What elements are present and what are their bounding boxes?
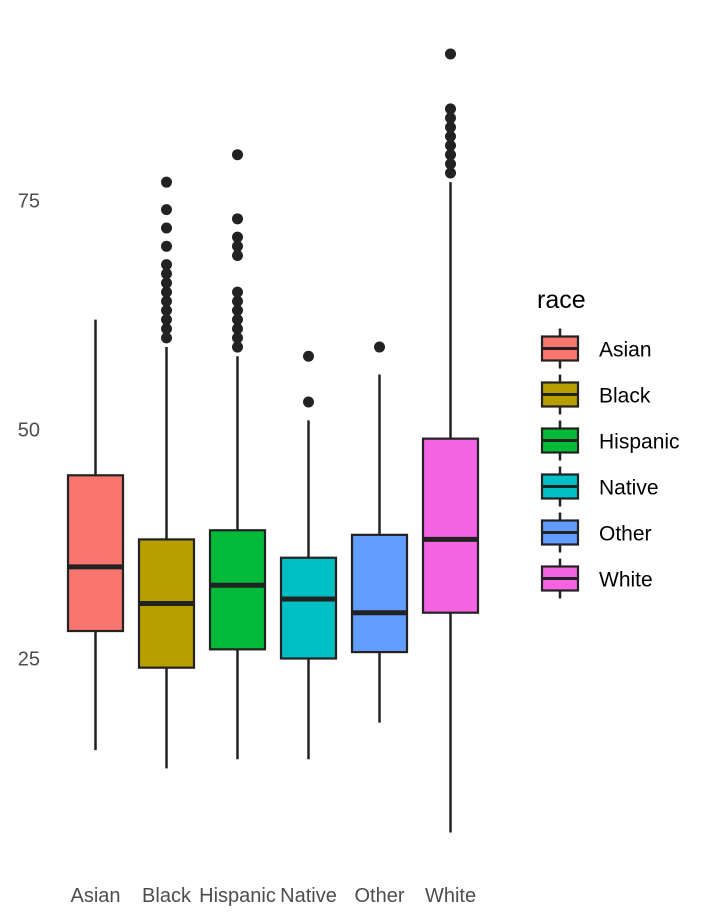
x-tick-label: Asian bbox=[70, 885, 120, 907]
outlier-point bbox=[232, 149, 243, 161]
outlier-point bbox=[445, 167, 456, 179]
outlier-point bbox=[445, 121, 456, 133]
outlier-point bbox=[161, 295, 172, 307]
legend-item-other: Other bbox=[540, 512, 652, 553]
iqr-box bbox=[279, 556, 338, 660]
iqr-box bbox=[208, 529, 267, 651]
legend-item-white: White bbox=[540, 558, 653, 599]
outlier-point bbox=[445, 48, 456, 60]
outlier-point bbox=[232, 304, 243, 316]
legend-item-black: Black bbox=[540, 374, 651, 415]
x-tick-label: Other bbox=[354, 885, 404, 907]
outlier-point bbox=[232, 240, 243, 252]
legend-title: race bbox=[537, 286, 586, 314]
legend-label: Other bbox=[599, 523, 652, 546]
box-white bbox=[421, 48, 480, 833]
outlier-point bbox=[232, 231, 243, 243]
outlier-point bbox=[374, 341, 385, 353]
outlier-point bbox=[161, 304, 172, 316]
x-tick-label: Black bbox=[142, 885, 192, 907]
iqr-box bbox=[350, 533, 409, 654]
boxes bbox=[66, 48, 480, 833]
outlier-point bbox=[161, 286, 172, 298]
outlier-point bbox=[445, 112, 456, 124]
outlier-point bbox=[445, 158, 456, 170]
y-axis: 25 50 75 bbox=[18, 191, 40, 671]
outlier-point bbox=[161, 222, 172, 234]
outlier-point bbox=[161, 332, 172, 344]
legend-item-hispanic: Hispanic bbox=[540, 420, 680, 461]
outlier-point bbox=[161, 259, 172, 271]
legend-label: White bbox=[599, 569, 653, 592]
y-tick-label: 25 bbox=[18, 649, 40, 671]
outlier-point bbox=[232, 295, 243, 307]
outlier-point bbox=[161, 268, 172, 280]
outlier-point bbox=[445, 130, 456, 142]
legend-label: Hispanic bbox=[599, 431, 680, 454]
legend-item-asian: Asian bbox=[540, 328, 652, 369]
outlier-point bbox=[232, 213, 243, 225]
outlier-point bbox=[161, 204, 172, 216]
x-tick-label: Hispanic bbox=[199, 885, 276, 907]
box-other bbox=[350, 341, 409, 723]
legend-label: Asian bbox=[599, 339, 652, 362]
outlier-point bbox=[232, 341, 243, 353]
x-tick-label: Native bbox=[280, 885, 337, 907]
legend-label: Black bbox=[599, 385, 651, 408]
box-asian bbox=[66, 319, 125, 751]
outlier-point bbox=[232, 323, 243, 335]
outlier-point bbox=[161, 314, 172, 326]
iqr-box bbox=[66, 474, 125, 633]
outlier-point bbox=[232, 249, 243, 261]
x-axis: Asian Black Hispanic Native Other White bbox=[70, 885, 476, 907]
outlier-point bbox=[161, 323, 172, 335]
y-tick-label: 75 bbox=[18, 191, 40, 213]
outlier-point bbox=[161, 176, 172, 188]
outlier-point bbox=[232, 286, 243, 298]
outlier-point bbox=[445, 149, 456, 161]
y-tick-label: 50 bbox=[18, 420, 40, 442]
box-hispanic bbox=[208, 149, 267, 760]
outlier-point bbox=[303, 350, 314, 362]
box-native bbox=[279, 350, 338, 760]
outlier-point bbox=[445, 140, 456, 152]
legend: race Asian Black Hispanic Native Other White bbox=[537, 286, 680, 599]
legend-item-native: Native bbox=[540, 466, 659, 507]
legend-label: Native bbox=[599, 477, 659, 500]
outlier-point bbox=[232, 314, 243, 326]
outlier-point bbox=[303, 396, 314, 408]
outlier-point bbox=[161, 240, 172, 252]
outlier-point bbox=[232, 332, 243, 344]
box-black bbox=[137, 176, 196, 769]
x-tick-label: White bbox=[425, 885, 476, 907]
outlier-point bbox=[445, 103, 456, 115]
outlier-point bbox=[161, 277, 172, 289]
iqr-box bbox=[421, 437, 480, 614]
